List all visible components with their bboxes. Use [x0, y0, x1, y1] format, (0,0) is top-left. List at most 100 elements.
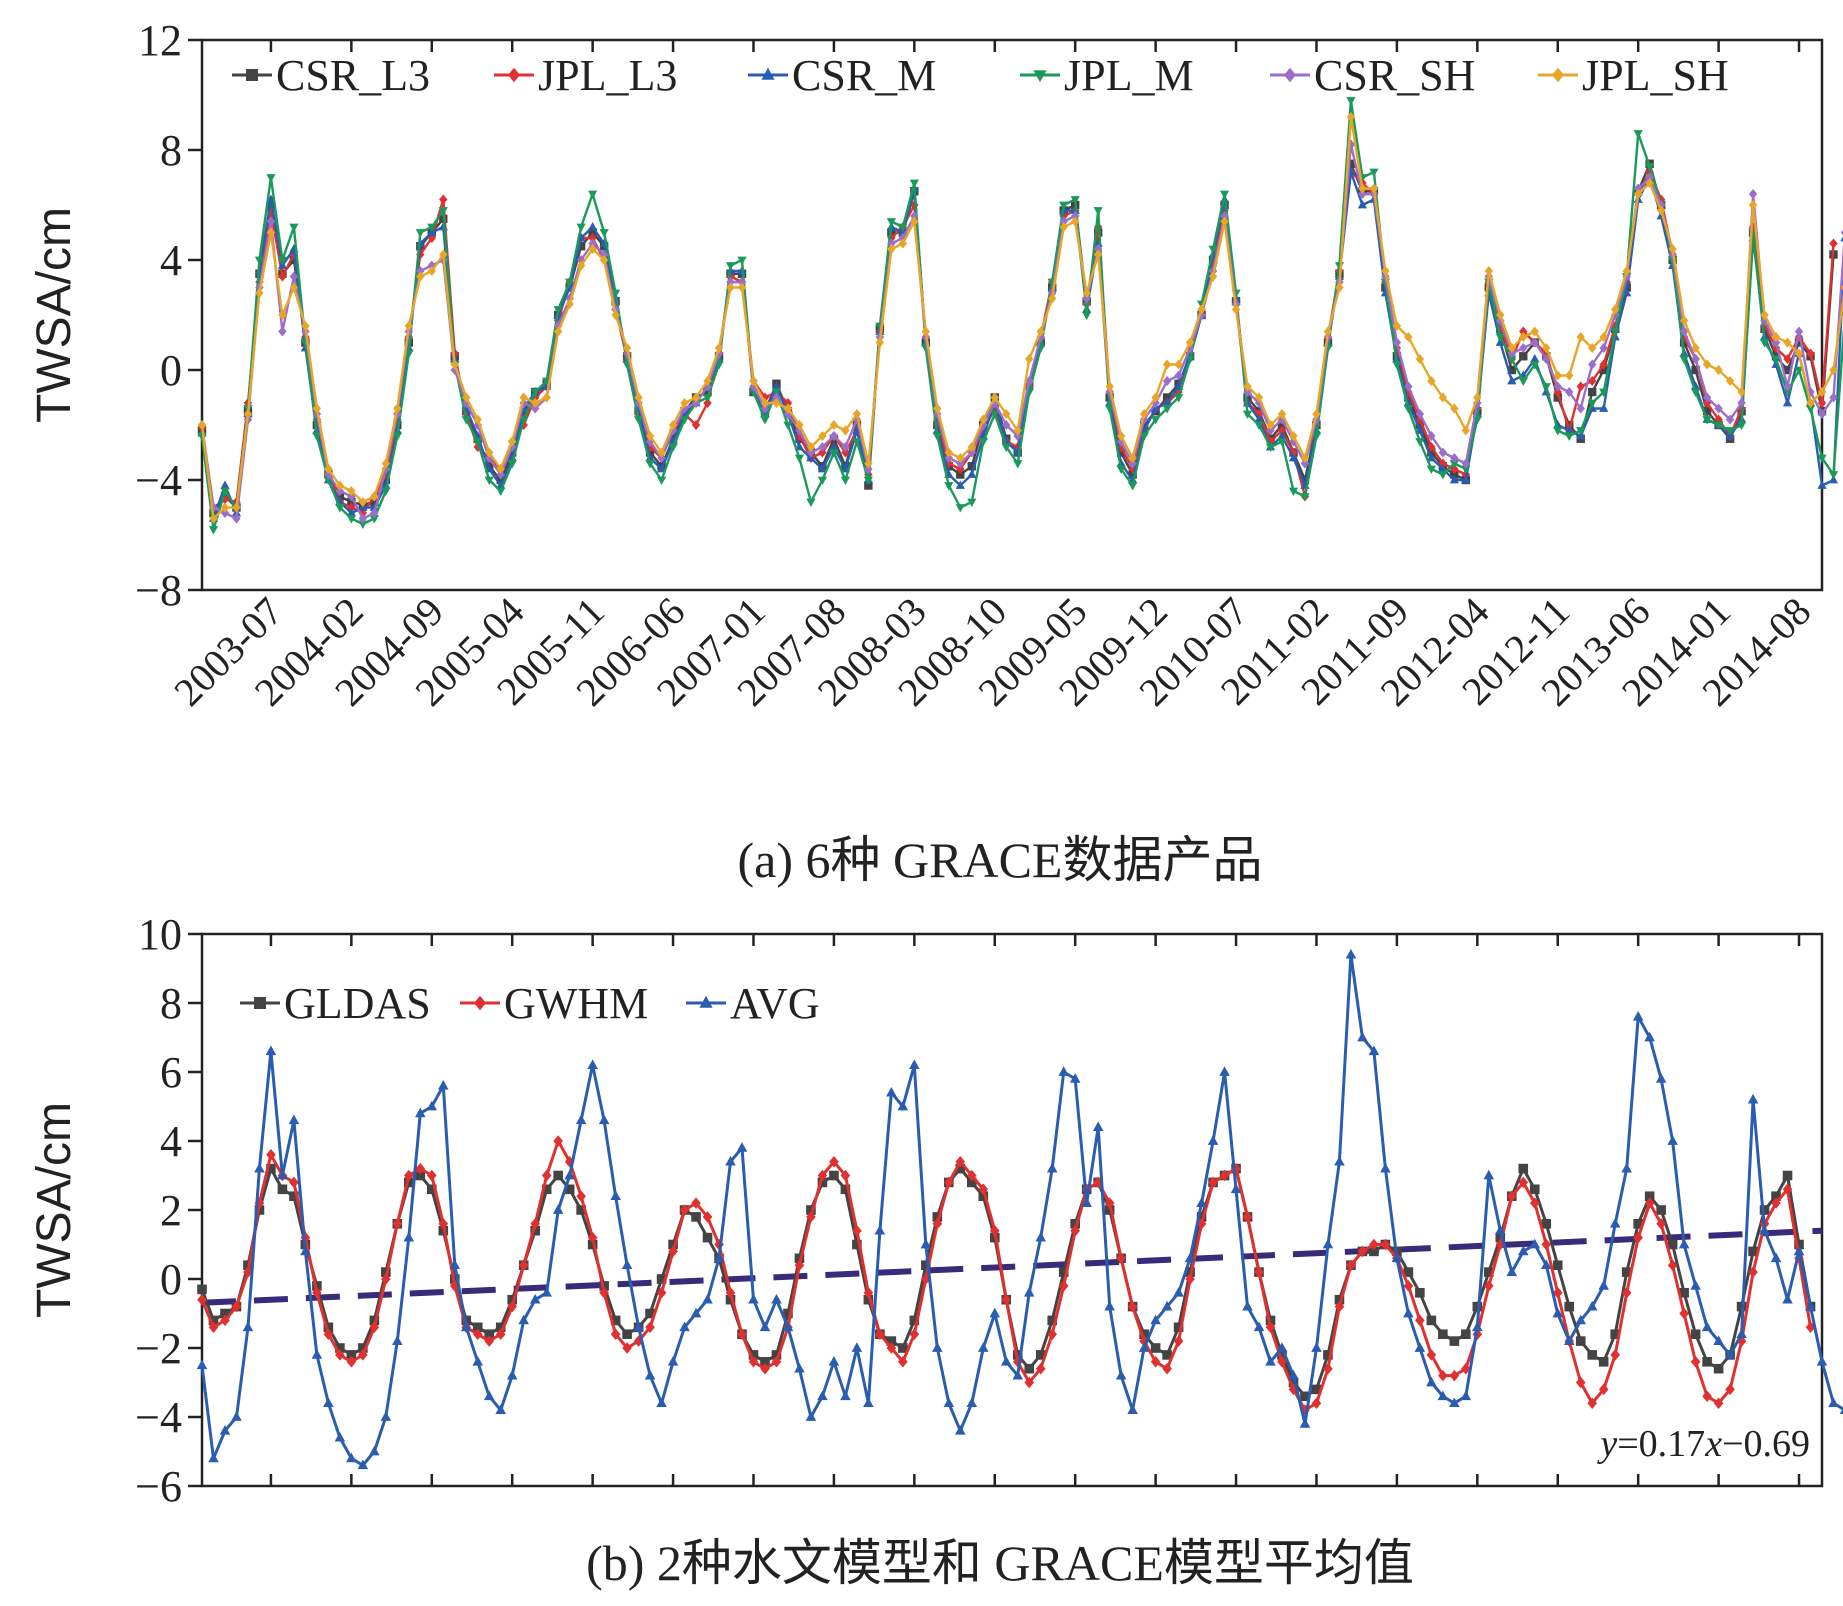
data-point [771, 381, 782, 390]
data-point [1575, 1376, 1586, 1389]
data-point [1289, 447, 1298, 458]
data-point [1610, 309, 1620, 321]
data-point [1150, 1343, 1161, 1353]
data-point [621, 1259, 633, 1270]
data-point [1702, 1357, 1712, 1367]
data-point [1380, 1162, 1391, 1173]
data-point [552, 1204, 564, 1214]
data-point [588, 232, 597, 244]
data-point [1162, 1362, 1172, 1375]
data-point [1369, 168, 1379, 178]
data-point [1621, 1162, 1632, 1173]
data-point [312, 403, 322, 414]
data-point [633, 416, 644, 425]
data-point [1621, 1287, 1632, 1299]
trend-line [201, 1227, 1823, 1306]
data-point [863, 1287, 874, 1299]
y-tick-label: 8 [160, 979, 182, 1028]
data-point [542, 392, 551, 403]
data-point [1599, 359, 1608, 370]
data-point [1725, 414, 1735, 425]
data-point [1070, 1224, 1080, 1237]
data-point [1013, 430, 1022, 442]
data-point [1449, 1336, 1460, 1346]
data-point [231, 1411, 242, 1421]
data-point [1335, 282, 1344, 293]
panel-caption: (b) 2种水文模型和 GRACE模型平均值 [586, 1535, 1414, 1591]
data-point [311, 1349, 323, 1359]
legend-label: JPL_L3 [538, 51, 677, 100]
data-point [1690, 1356, 1701, 1368]
data-point [702, 1232, 713, 1243]
data-point [1253, 1321, 1265, 1332]
data-point [588, 221, 598, 231]
series-line-csr-m [200, 170, 1843, 520]
data-point [346, 1356, 357, 1368]
data-point [576, 223, 586, 233]
data-point [887, 243, 896, 255]
data-point [1346, 1259, 1356, 1271]
data-point [1207, 1135, 1219, 1145]
data-point [1702, 416, 1712, 425]
data-point [1299, 1418, 1311, 1428]
data-point [1829, 392, 1838, 403]
data-point [702, 1293, 713, 1304]
data-point [1151, 397, 1160, 409]
data-point [726, 276, 735, 288]
panel-b: −6 −4 −2 0 2 4 6 8 10 TWSA/cm GLDAS GWHM AVG y=0.17x−… [28, 910, 1843, 1591]
data-point [415, 1170, 426, 1181]
data-point [1702, 359, 1712, 370]
data-point [944, 1176, 954, 1189]
data-point [703, 375, 712, 387]
data-point [1586, 1300, 1598, 1311]
data-point [1220, 216, 1229, 227]
data-point [1311, 1397, 1322, 1409]
data-point [703, 381, 712, 392]
data-point [1691, 342, 1700, 354]
data-point [1358, 188, 1367, 200]
data-point [1174, 370, 1183, 381]
data-point [1691, 353, 1700, 365]
data-point [530, 388, 540, 398]
data-point [1760, 315, 1769, 326]
data-point [1817, 386, 1827, 398]
data-point [657, 447, 666, 458]
data-point [737, 1328, 747, 1340]
data-point [266, 216, 276, 227]
data-point [610, 1190, 621, 1201]
series-line-gwhm [200, 1139, 1812, 1412]
series-avg [196, 948, 1843, 1470]
data-point [1024, 1376, 1035, 1389]
data-point [1059, 216, 1068, 227]
data-point [1322, 1238, 1334, 1249]
data-point [1369, 1246, 1379, 1257]
data-point [553, 1135, 563, 1147]
data-point [1404, 381, 1413, 392]
data-point [381, 458, 391, 469]
data-point [599, 229, 609, 238]
data-point [1645, 166, 1654, 178]
plot-frame [200, 932, 1824, 1488]
data-point [645, 460, 655, 469]
panel-caption: (a) 6种 GRACE数据产品 [738, 832, 1263, 888]
data-point [1081, 1197, 1092, 1207]
data-point [909, 1059, 920, 1069]
data-point [1128, 482, 1138, 491]
data-point [289, 1176, 299, 1189]
data-point [1713, 1335, 1724, 1345]
data-point [472, 1328, 483, 1340]
data-point [1588, 342, 1597, 354]
data-point [485, 452, 494, 464]
data-point [1449, 474, 1459, 484]
data-point [1254, 408, 1264, 420]
data-point [1484, 265, 1494, 277]
data-point [1840, 229, 1843, 236]
data-point [1725, 427, 1735, 436]
data-point [1450, 403, 1459, 414]
data-point [956, 452, 965, 464]
data-point [1725, 375, 1735, 387]
data-point [1817, 408, 1827, 420]
data-point [726, 282, 735, 293]
data-point [588, 238, 597, 249]
